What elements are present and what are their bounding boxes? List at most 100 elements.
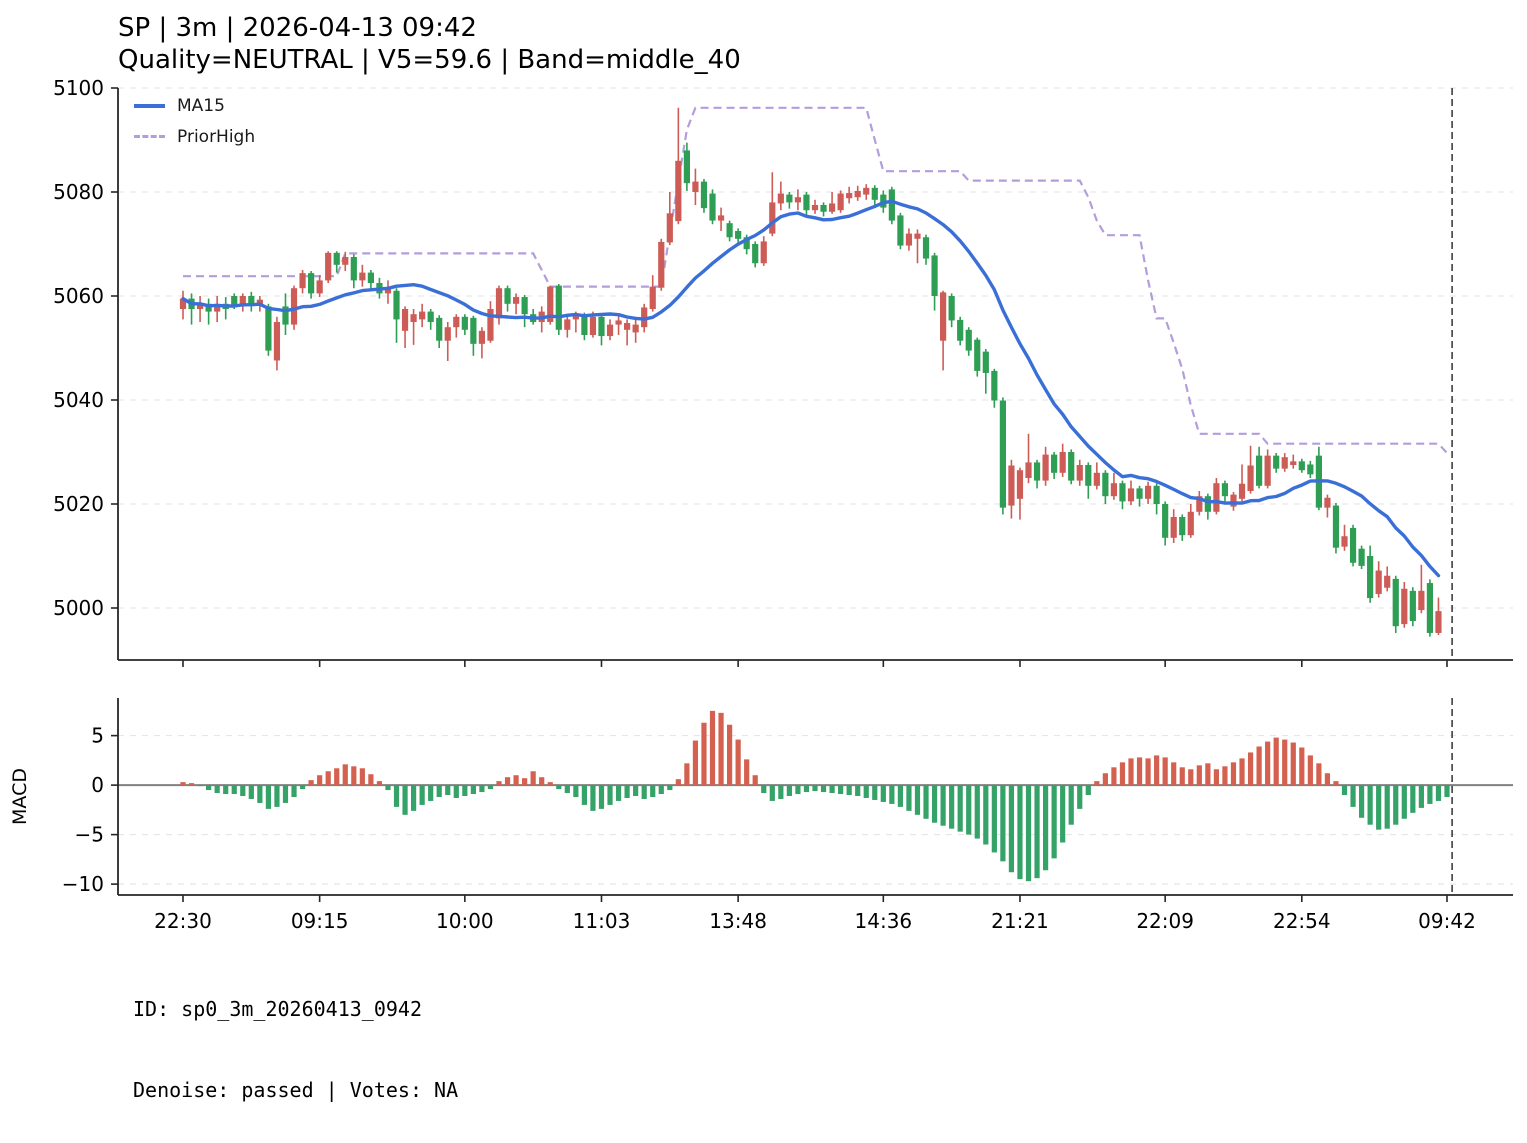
- macd-bar: [1410, 785, 1416, 813]
- candle-body: [265, 306, 272, 351]
- macd-bar: [1102, 773, 1108, 786]
- x-tick-label: 14:36: [855, 909, 913, 933]
- macd-bar: [214, 785, 220, 794]
- candle-body: [1384, 575, 1391, 588]
- candle-body: [1025, 462, 1032, 478]
- macd-bar: [1230, 762, 1237, 786]
- candle-body: [1110, 483, 1118, 497]
- candle-body: [871, 187, 878, 200]
- candle-body: [1358, 548, 1365, 566]
- macd-bar: [1247, 752, 1254, 786]
- legend-item-ma15: MA15: [134, 90, 255, 121]
- candle-body: [828, 203, 836, 212]
- macd-bar: [1145, 758, 1151, 786]
- candle-body: [974, 339, 981, 371]
- candle-body: [598, 316, 605, 337]
- ma15-line: [181, 199, 1441, 578]
- macd-bar: [1401, 785, 1407, 819]
- candle-body: [922, 237, 930, 259]
- macd-bar: [1316, 763, 1322, 786]
- candle-body: [342, 257, 349, 265]
- macd-bar: [1444, 785, 1450, 797]
- macd-bar: [786, 785, 792, 797]
- candle-body: [572, 315, 579, 320]
- candle-body: [1307, 464, 1314, 475]
- candle-body: [897, 215, 904, 246]
- candle-body: [350, 257, 357, 281]
- macd-bar: [863, 785, 869, 798]
- candle-body: [495, 288, 503, 319]
- macd-histogram: [180, 710, 1450, 882]
- macd-bar: [1367, 785, 1373, 825]
- macd-bar: [180, 782, 186, 786]
- macd-bar: [1350, 785, 1356, 807]
- candle-body: [846, 193, 853, 199]
- candle-body: [914, 233, 921, 239]
- x-tick-label: 09:42: [1418, 909, 1476, 933]
- macd-bar: [633, 785, 639, 797]
- candle-body: [1085, 465, 1092, 486]
- macd-bar: [1205, 763, 1211, 786]
- macd-bar: [914, 785, 921, 815]
- legend: MA15 PriorHigh: [134, 90, 255, 152]
- candle-body: [837, 193, 844, 211]
- axes-spines: [117, 88, 1513, 896]
- candle-body: [273, 322, 281, 361]
- candle-body: [1409, 590, 1416, 621]
- macd-bar: [846, 785, 852, 796]
- macd-bar: [966, 785, 972, 835]
- macd-bar: [240, 785, 246, 797]
- macd-bar: [1222, 766, 1228, 786]
- candle-body: [649, 286, 656, 309]
- prior-high-line: [183, 106, 1448, 454]
- macd-bar: [607, 785, 613, 805]
- candle-body: [1153, 485, 1160, 504]
- macd-axis-title: MACD: [9, 768, 31, 825]
- candle-body: [1349, 527, 1357, 563]
- candle-body: [248, 296, 255, 304]
- macd-bar: [291, 785, 297, 797]
- candle-body: [735, 231, 742, 239]
- macd-bar: [1239, 758, 1245, 786]
- macd-bar: [983, 785, 989, 845]
- x-tick-labels: 22:30 09:15 10:00 11:03 13:48 14:36 21:21 22:09…: [154, 909, 1476, 933]
- candle-body: [666, 213, 673, 243]
- macd-bar: [419, 785, 425, 805]
- candle-body: [564, 319, 571, 330]
- macd-bar: [598, 785, 605, 809]
- macd-bar: [752, 775, 758, 786]
- candle-body: [1093, 472, 1100, 486]
- candle-body: [1341, 536, 1348, 547]
- candle-body: [606, 324, 614, 337]
- macd-bar: [615, 785, 622, 801]
- candle-body: [931, 255, 938, 296]
- macd-tick-label: 5: [91, 724, 104, 748]
- macd-bar: [1324, 773, 1331, 786]
- macd-bar: [769, 785, 775, 801]
- macd-bar: [726, 724, 733, 786]
- candle-body: [461, 316, 468, 330]
- macd-bar: [641, 785, 647, 799]
- footer-line-denoise: Denoise: passed | Votes: NA: [133, 1078, 459, 1102]
- candle-body: [863, 187, 870, 195]
- candle-body: [214, 303, 221, 312]
- macd-bar: [402, 785, 408, 815]
- macd-bar: [692, 740, 699, 786]
- candle-body: [786, 194, 793, 203]
- candle-body: [1187, 511, 1194, 536]
- candle-body: [1418, 590, 1425, 611]
- candle-body: [700, 181, 708, 209]
- macd-bar: [1188, 769, 1194, 786]
- candle-body: [487, 309, 494, 341]
- candle-body: [1102, 472, 1109, 497]
- macd-bar: [334, 768, 340, 786]
- candle-body: [589, 316, 597, 335]
- candle-body: [1136, 488, 1143, 499]
- candle-body: [658, 241, 665, 288]
- candle-body: [1008, 465, 1015, 506]
- candle-body: [777, 193, 784, 204]
- macd-bar: [1154, 755, 1160, 786]
- candle-body: [299, 273, 306, 289]
- x-tick-label: 10:00: [436, 909, 494, 933]
- macd-bar: [974, 785, 980, 839]
